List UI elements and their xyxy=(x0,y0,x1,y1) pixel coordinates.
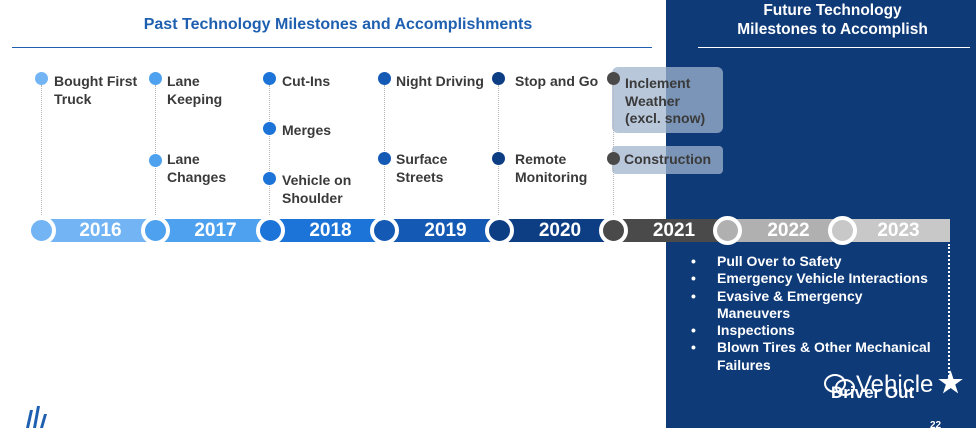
milestone-dot-inclement-weather xyxy=(607,72,620,85)
milestone-inclement-weather: Inclement Weather (excl. snow) xyxy=(625,75,706,126)
year-node-2022 xyxy=(713,216,742,245)
year-node-2020 xyxy=(485,216,514,245)
driver-out-connector xyxy=(948,244,950,389)
year-node-2016 xyxy=(27,216,56,245)
milestone-merges: Merges xyxy=(282,122,332,138)
past-title-rule xyxy=(12,47,652,48)
milestone-dot-lane-keeping xyxy=(149,72,162,85)
year-segment-2018: 2018 xyxy=(270,219,385,242)
future-item-evasive-emergency: Evasive & Emergency xyxy=(691,288,931,306)
milestone-dot-stop-and-go xyxy=(492,72,505,85)
connector-2016 xyxy=(41,85,42,219)
milestone-cut-ins: Cut-Ins xyxy=(282,73,331,89)
milestone-night-driving: Night Driving xyxy=(396,73,484,89)
page-number: 22 xyxy=(930,420,942,428)
milestone-stop-and-go: Stop and Go xyxy=(515,73,599,89)
year-segment-2022: 2022 xyxy=(728,219,843,242)
milestone-dot-bought-first-truck xyxy=(35,72,48,85)
star-icon: ★ xyxy=(938,367,964,398)
connector-2017 xyxy=(155,85,156,219)
company-logo-icon xyxy=(26,406,47,428)
year-segment-2021: 2021 xyxy=(614,219,728,242)
construction-box xyxy=(612,146,723,174)
milestone-surface-streets: Surface Streets xyxy=(396,151,448,185)
milestone-bought-first-truck: Bought First Truck xyxy=(54,73,138,107)
future-title: Future Technology Milestones to Accompli… xyxy=(737,2,928,38)
year-node-2021 xyxy=(599,216,628,245)
milestone-dot-lane-changes xyxy=(149,154,162,167)
year-segment-2017: 2017 xyxy=(155,219,270,242)
milestone-dot-remote-monitoring xyxy=(492,152,505,165)
milestone-dot-merges xyxy=(263,122,276,135)
year-node-2017 xyxy=(141,216,170,245)
future-item-blown-tires: Blown Tires & Other Mechanical xyxy=(691,339,931,357)
connector-2018 xyxy=(269,85,270,219)
milestone-vehicle-on-shoulder: Vehicle on Shoulder xyxy=(282,172,352,206)
watermark: Vehicle xyxy=(824,371,933,399)
milestone-lane-keeping: Lane Keeping xyxy=(167,73,223,107)
milestone-construction: Construction xyxy=(624,151,712,167)
future-title-rule xyxy=(698,47,970,48)
inclement-weather-box xyxy=(612,67,723,133)
future-item-blown-tires-cont: Failures xyxy=(717,356,771,373)
milestone-lane-changes: Lane Changes xyxy=(167,151,227,185)
wechat-icon xyxy=(824,372,855,396)
past-title: Past Technology Milestones and Accomplis… xyxy=(143,16,533,33)
year-segment-2016: 2016 xyxy=(40,219,155,242)
year-segment-2019: 2019 xyxy=(385,219,500,242)
milestone-dot-cut-ins xyxy=(263,72,276,85)
year-segment-2020: 2020 xyxy=(500,219,614,242)
year-node-2019 xyxy=(370,216,399,245)
milestone-dot-vehicle-on-shoulder xyxy=(263,172,276,185)
future-item-emergency-vehicle: Emergency Vehicle Interactions xyxy=(691,270,931,288)
future-item-evasive-emergency-cont: Maneuvers xyxy=(717,304,791,321)
milestone-remote-monitoring: Remote Monitoring xyxy=(515,151,588,185)
future-item-inspections: Inspections xyxy=(691,322,931,340)
year-segment-2023: 2023 xyxy=(843,219,950,242)
year-node-2018 xyxy=(256,216,285,245)
year-node-2023 xyxy=(828,216,857,245)
milestone-dot-construction xyxy=(607,152,620,165)
future-item-pull-over: Pull Over to Safety xyxy=(691,253,931,271)
future-milestones-list: Pull Over to Safety Emergency Vehicle In… xyxy=(691,253,931,374)
milestone-dot-surface-streets xyxy=(378,152,391,165)
milestone-dot-night-driving xyxy=(378,72,391,85)
